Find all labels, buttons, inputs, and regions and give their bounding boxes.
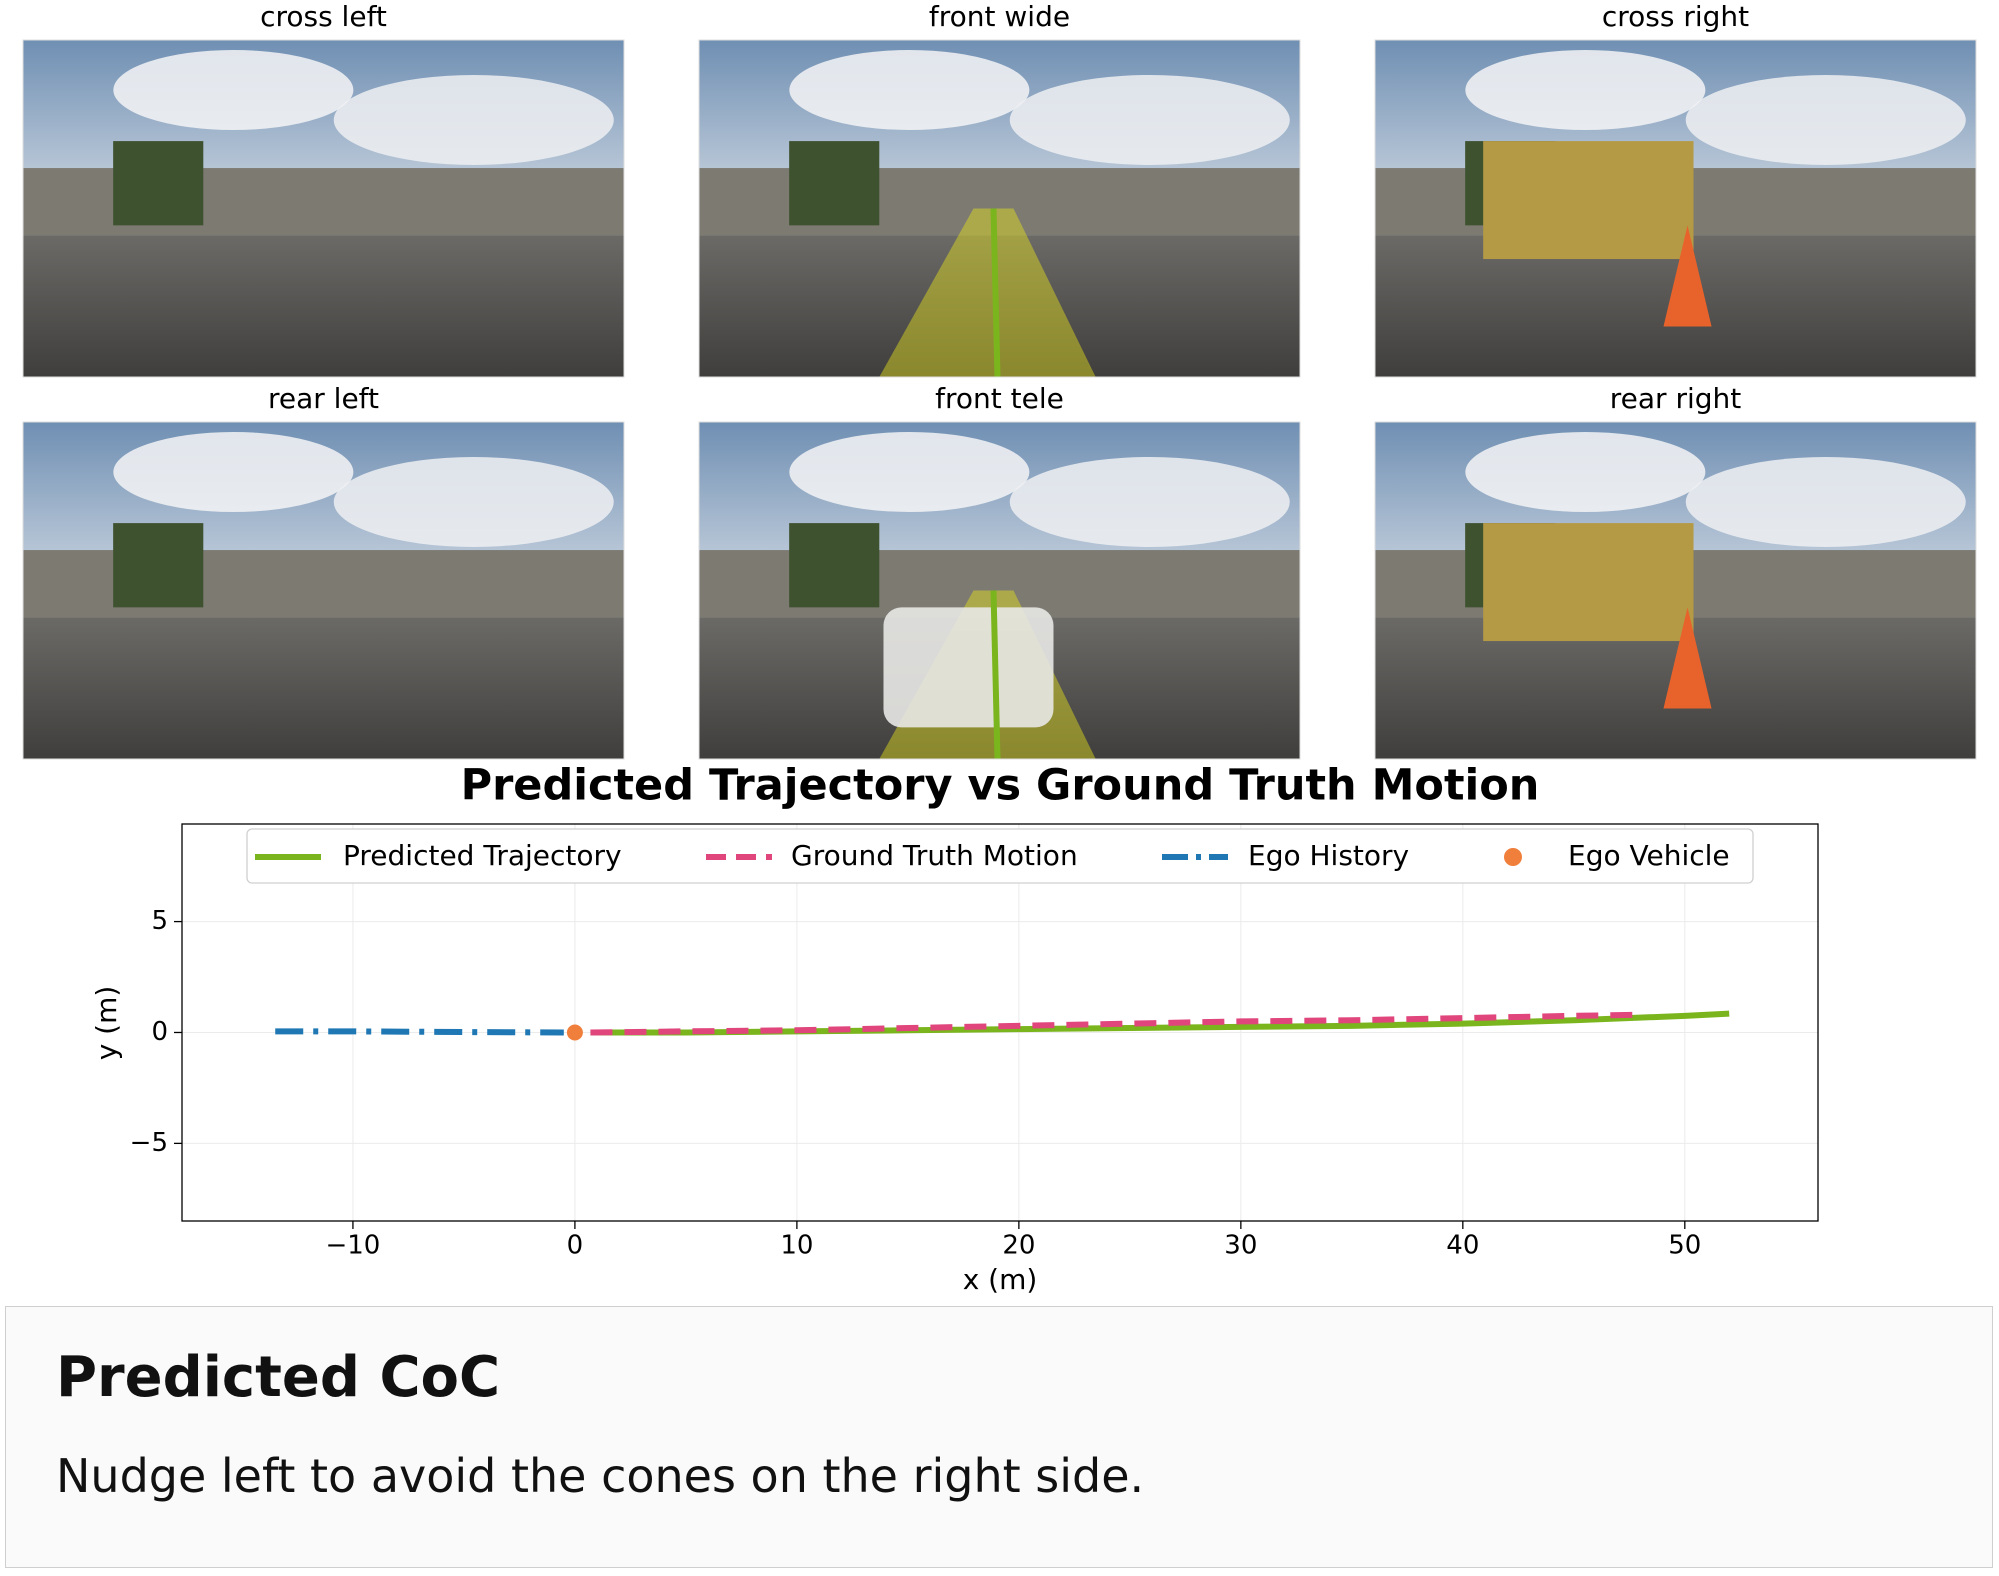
y-axis-label: y (m) <box>90 986 123 1061</box>
image-frame <box>22 39 625 378</box>
machinery <box>1483 523 1694 642</box>
camera-image <box>22 421 625 760</box>
cloud <box>333 457 614 547</box>
cloud <box>113 50 354 130</box>
machinery <box>1483 141 1694 260</box>
x-tick-label: 40 <box>1446 1231 1479 1261</box>
image-frame <box>1374 39 1977 378</box>
coc-panel: Predicted CoC Nudge left to avoid the co… <box>5 1306 1993 1568</box>
legend-label: Ego Vehicle <box>1568 839 1730 872</box>
camera-label: cross right <box>1602 0 1749 33</box>
cone <box>1663 225 1712 327</box>
screen: cross left front wide cross right rear left… <box>22 0 1977 1296</box>
chart: Predicted Trajectory vs Ground Truth Mot… <box>90 761 1819 1296</box>
camera-image <box>22 39 625 378</box>
cloud <box>1685 457 1966 547</box>
camera-label: rear left <box>268 382 379 415</box>
trajectory-overlay <box>990 590 1001 760</box>
camera-label: rear right <box>1610 382 1742 415</box>
y-tick-label: 5 <box>151 906 168 936</box>
coc-text: Nudge left to avoid the cones on the rig… <box>56 1449 1145 1503</box>
camera-image <box>698 421 1301 760</box>
chart-title: Predicted Trajectory vs Ground Truth Mot… <box>461 761 1540 811</box>
image-frame <box>1374 421 1977 760</box>
legend-label: Predicted Trajectory <box>343 839 622 872</box>
x-tick-label: −10 <box>325 1231 380 1261</box>
plot-frame <box>181 823 1819 1222</box>
image-frame <box>22 421 625 760</box>
x-tick-label: 0 <box>567 1231 584 1261</box>
cloud <box>113 432 354 512</box>
camera-image <box>1374 39 1977 378</box>
x-tick-label: 50 <box>1668 1231 1701 1261</box>
coc-title: Predicted CoC <box>56 1345 501 1410</box>
trajectory-overlay <box>990 208 1001 378</box>
road <box>23 617 624 759</box>
trees <box>789 141 880 226</box>
legend-box <box>246 828 1754 884</box>
camera-label: cross left <box>260 0 387 33</box>
cloud <box>1465 432 1706 512</box>
x-tick-label: 20 <box>1002 1231 1035 1261</box>
series-line <box>275 1028 564 1036</box>
camera-image <box>698 39 1301 378</box>
y-tick-label: 0 <box>151 1017 168 1047</box>
x-tick-label: 30 <box>1224 1231 1257 1261</box>
y-tick-label: −5 <box>130 1128 168 1158</box>
image-frame <box>698 39 1301 378</box>
cloud <box>1009 457 1290 547</box>
drive-corridor <box>879 208 1096 377</box>
camera-grid: cross left front wide cross right rear left… <box>22 0 1977 760</box>
cloud <box>789 432 1030 512</box>
legend-label: Ego History <box>1248 839 1409 872</box>
legend-swatch <box>1504 848 1522 866</box>
ego-marker <box>566 1024 583 1041</box>
legend: Predicted Trajectory Ground Truth Motion E… <box>246 828 1754 884</box>
camera-label: front wide <box>929 0 1070 33</box>
cloud <box>1465 50 1706 130</box>
trees <box>113 523 204 608</box>
x-tick-label: 10 <box>780 1231 813 1261</box>
road <box>23 235 624 377</box>
x-axis-label: x (m) <box>963 1263 1038 1296</box>
camera-image <box>1374 421 1977 760</box>
cone <box>1663 607 1712 709</box>
image-frame <box>698 421 1301 760</box>
cloud <box>1009 75 1290 165</box>
camera-label: front tele <box>935 382 1064 415</box>
cloud <box>1685 75 1966 165</box>
legend-label: Ground Truth Motion <box>791 839 1078 872</box>
cloud <box>333 75 614 165</box>
trees <box>113 141 204 226</box>
cloud <box>789 50 1030 130</box>
road <box>699 235 1300 377</box>
lead-car <box>883 607 1054 728</box>
trees <box>789 523 880 608</box>
